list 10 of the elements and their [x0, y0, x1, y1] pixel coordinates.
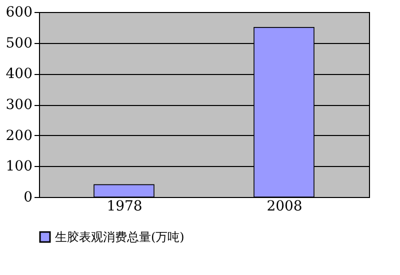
y-tick-label: 0 — [24, 190, 32, 206]
y-tick-label: 600 — [6, 4, 32, 20]
y-tick-label: 100 — [6, 158, 32, 175]
y-tick-label: 200 — [6, 128, 32, 144]
y-tick-label: 300 — [6, 97, 32, 113]
x-tick-label: 1978 — [106, 198, 142, 214]
y-tick-label: 500 — [6, 35, 32, 52]
x-tick-label: 2008 — [266, 198, 302, 214]
y-tick-label: 400 — [6, 66, 32, 82]
legend-label: 生胶表观消费总量(万吨) — [55, 230, 184, 244]
